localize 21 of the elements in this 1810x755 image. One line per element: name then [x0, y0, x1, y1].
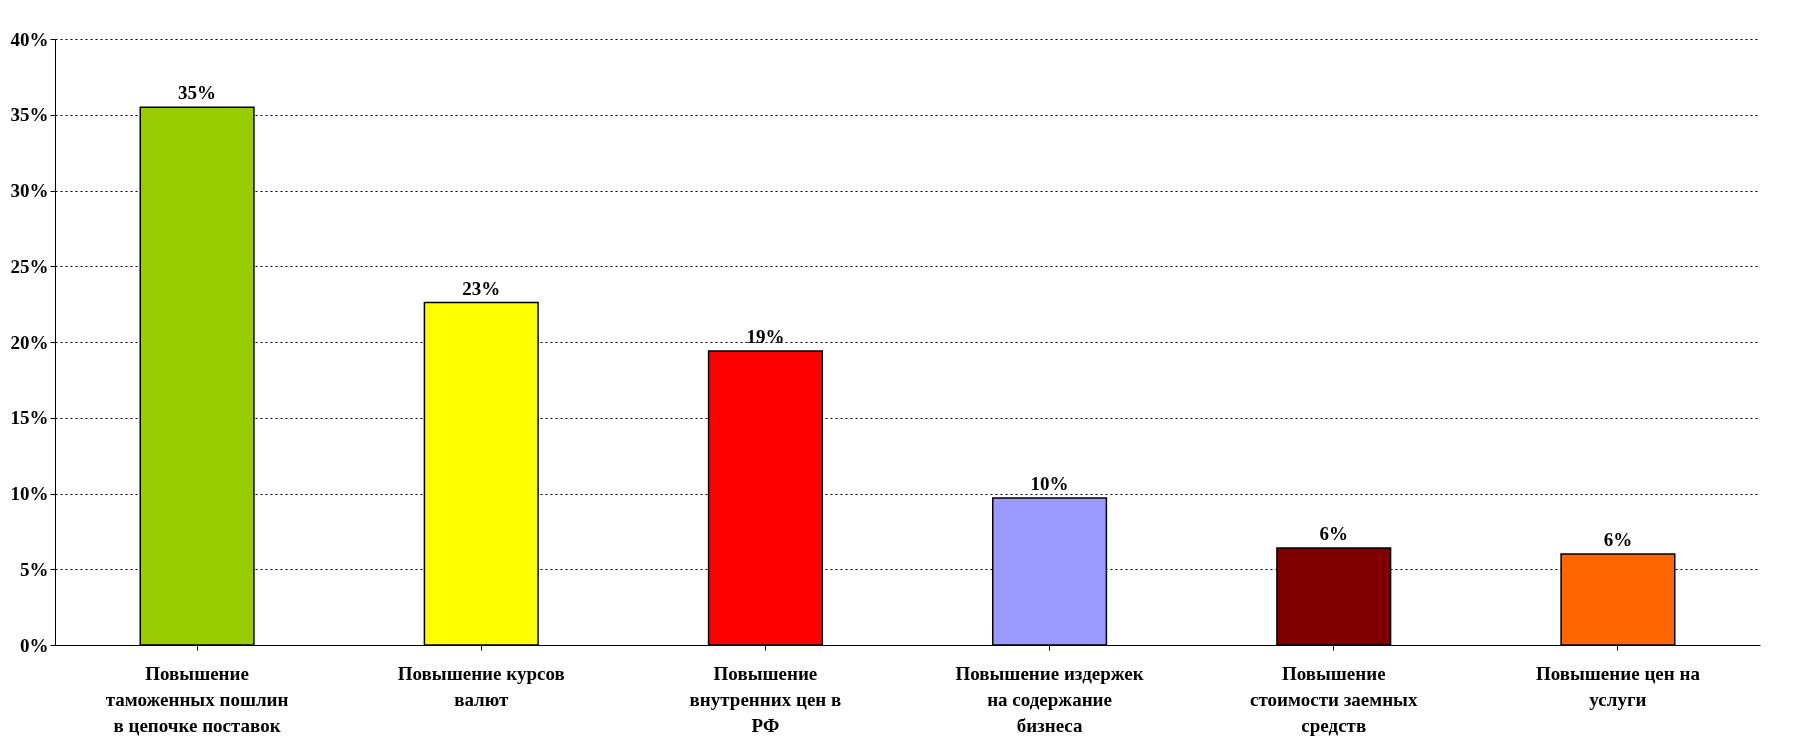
x-tick-label: Повышение курсов валют [397, 662, 565, 710]
y-tick-label: 25% [10, 255, 49, 277]
y-tick-label: 20% [10, 331, 49, 353]
y-tick-label: 30% [10, 180, 49, 201]
data-label: 6% [1603, 529, 1633, 551]
data-label: 6% [1319, 523, 1348, 545]
y-tick-label: 35% [10, 104, 49, 126]
data-label: 19% [746, 326, 785, 348]
y-tick-label: 15% [10, 407, 49, 429]
data-label: 10% [1030, 473, 1069, 495]
x-tick-label: Повышение издержек на содержание бизнеса [955, 662, 1144, 736]
y-tick-label: 40% [10, 28, 49, 50]
y-tick-label: 10% [10, 483, 49, 504]
y-tick-label: 5% [20, 558, 49, 580]
x-tick-label: Повышение внутренних цен в РФ [689, 662, 842, 736]
x-tick-label: Повышение цен на услуги [1535, 662, 1701, 710]
data-label: 23% [462, 277, 501, 299]
data-label: 35% [178, 82, 217, 104]
x-tick-label: Повышение таможенных пошлин в цепочке поставок [105, 662, 289, 736]
y-tick-label: 0% [20, 634, 49, 656]
x-tick-label: Повышение стоимости заемных средств [1250, 662, 1418, 736]
